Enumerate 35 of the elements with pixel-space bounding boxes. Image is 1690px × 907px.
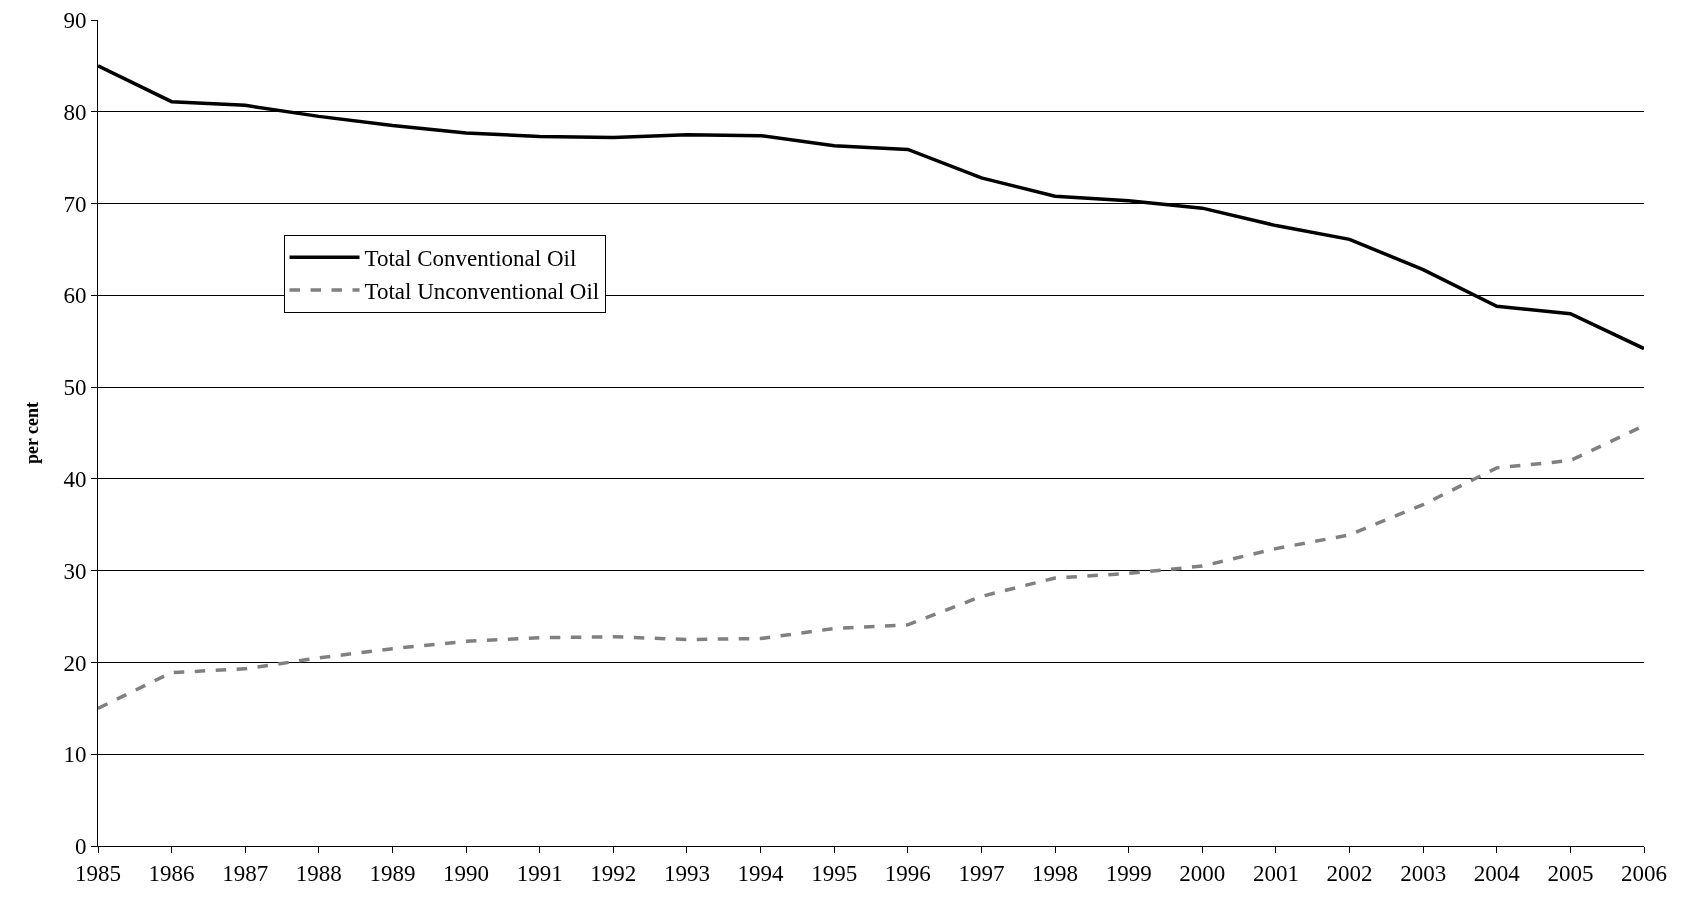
x-tick-label: 1997 bbox=[958, 860, 1005, 886]
x-tick-label: 1993 bbox=[663, 860, 710, 886]
x-tick-label: 2001 bbox=[1252, 860, 1299, 886]
x-tick-label: 2006 bbox=[1621, 860, 1667, 886]
x-tick-label: 2004 bbox=[1473, 860, 1521, 886]
x-tick-label: 1994 bbox=[737, 860, 785, 886]
x-tick-label: 1990 bbox=[443, 860, 490, 886]
x-tick-label: 1991 bbox=[516, 860, 563, 886]
y-tick-label: 40 bbox=[63, 466, 87, 492]
y-tick-label: 80 bbox=[63, 99, 87, 125]
x-tick-label: 1987 bbox=[222, 860, 269, 886]
legend-label: Total Unconventional Oil bbox=[364, 279, 600, 305]
y-tick-label: 20 bbox=[63, 650, 87, 676]
x-tick-label: 2005 bbox=[1547, 860, 1594, 886]
x-tick-label: 1985 bbox=[75, 860, 121, 886]
y-tick-label: 10 bbox=[63, 742, 87, 768]
y-tick-label: 60 bbox=[63, 283, 87, 309]
y-tick-label: 90 bbox=[63, 8, 87, 34]
y-tick-label: 50 bbox=[63, 375, 87, 401]
legend-label: Total Conventional Oil bbox=[364, 246, 577, 272]
y-tick-label: 30 bbox=[63, 558, 87, 584]
x-tick-label: 1999 bbox=[1105, 860, 1152, 886]
x-tick-label: 1996 bbox=[884, 860, 931, 886]
x-tick-label: 1998 bbox=[1032, 860, 1079, 886]
y-axis-title: per cent bbox=[21, 401, 42, 465]
x-tick-label: 2002 bbox=[1326, 860, 1373, 886]
x-tick-label: 1988 bbox=[295, 860, 342, 886]
x-tick-label: 1995 bbox=[811, 860, 858, 886]
x-tick-label: 1992 bbox=[590, 860, 637, 886]
x-tick-label: 2000 bbox=[1179, 860, 1226, 886]
x-tick-label: 1989 bbox=[369, 860, 416, 886]
x-tick-label: 1986 bbox=[148, 860, 195, 886]
y-tick-label: 0 bbox=[74, 834, 87, 860]
x-tick-label: 2003 bbox=[1400, 860, 1447, 886]
y-tick-label: 70 bbox=[63, 191, 87, 217]
